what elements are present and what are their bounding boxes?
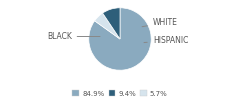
Wedge shape [103,8,120,39]
Text: HISPANIC: HISPANIC [144,36,188,45]
Wedge shape [89,8,151,70]
Text: WHITE: WHITE [142,18,178,27]
Wedge shape [95,13,120,39]
Text: BLACK: BLACK [47,32,100,41]
Legend: 84.9%, 9.4%, 5.7%: 84.9%, 9.4%, 5.7% [72,90,168,96]
